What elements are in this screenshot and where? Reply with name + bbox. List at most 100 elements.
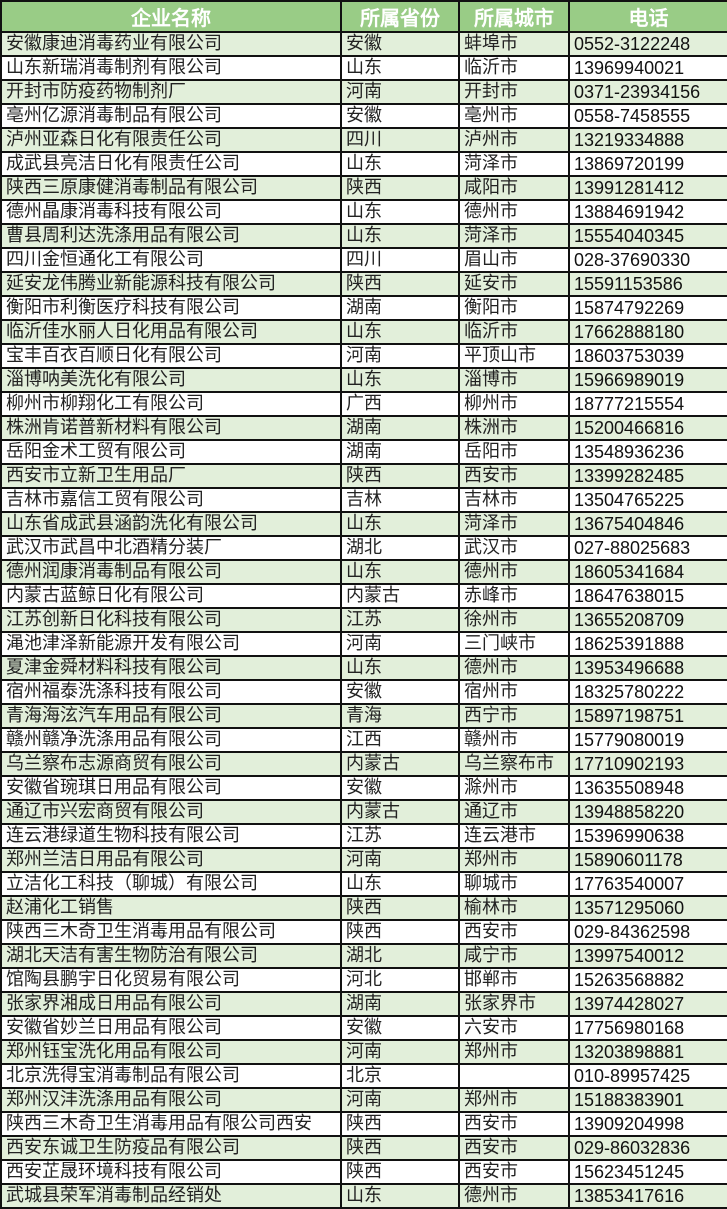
table-row: 株洲肯诺普新材料有限公司 湖南 株洲市 15200466816 <box>0 415 727 441</box>
phone-cell: 15966989019 <box>568 367 727 393</box>
province-cell: 山东 <box>340 655 460 681</box>
city-cell: 开封市 <box>458 79 570 105</box>
company-name-cell: 湖北天洁有害生物防治有限公司 <box>0 943 342 969</box>
phone-cell: 0558-7458555 <box>568 103 727 129</box>
phone-cell: 13909204998 <box>568 1111 727 1137</box>
table-row: 临沂佳水丽人日化用品有限公司 山东 临沂市 17662888180 <box>0 319 727 345</box>
phone-cell: 15623451245 <box>568 1159 727 1185</box>
province-cell: 内蒙古 <box>340 799 460 825</box>
province-cell: 北京 <box>340 1063 460 1089</box>
city-cell: 柳州市 <box>458 391 570 417</box>
table-row: 郑州钰宝洗化用品有限公司 河南 郑州市 13203898881 <box>0 1039 727 1065</box>
phone-cell: 15263568882 <box>568 967 727 993</box>
company-name-cell: 宝丰百衣百顺日化有限公司 <box>0 343 342 369</box>
company-name-cell: 山东省成武县涵韵洗化有限公司 <box>0 511 342 537</box>
city-cell: 郑州市 <box>458 847 570 873</box>
table-row: 开封市防疫药物制剂厂 河南 开封市 0371-23934156 <box>0 79 727 105</box>
company-name-cell: 柳州市柳翔化工有限公司 <box>0 391 342 417</box>
phone-cell: 13675404846 <box>568 511 727 537</box>
company-name-cell: 西安芷晟环境科技有限公司 <box>0 1159 342 1185</box>
company-name-cell: 山东新瑞消毒制剂有限公司 <box>0 55 342 81</box>
table-row: 赣州赣净洗涤用品有限公司 江西 赣州市 15779080019 <box>0 727 727 753</box>
company-name-cell: 宿州福泰洗涤科技有限公司 <box>0 679 342 705</box>
city-cell: 连云港市 <box>458 823 570 849</box>
table-row: 淄博呐美洗化有限公司 山东 淄博市 15966989019 <box>0 367 727 393</box>
company-name-cell: 延安龙伟腾业新能源科技有限公司 <box>0 271 342 297</box>
city-cell: 岳阳市 <box>458 439 570 465</box>
phone-cell: 18605341684 <box>568 559 727 585</box>
table-row: 西安市立新卫生用品厂 陕西 西安市 13399282485 <box>0 463 727 489</box>
header-province: 所属省份 <box>340 0 460 33</box>
city-cell: 武汉市 <box>458 535 570 561</box>
table-row: 安徽省妙兰日用品有限公司 安徽 六安市 17756980168 <box>0 1015 727 1041</box>
table-row: 岳阳金术工贸有限公司 湖南 岳阳市 13548936236 <box>0 439 727 465</box>
header-company-name: 企业名称 <box>0 0 342 33</box>
company-name-cell: 安徽省妙兰日用品有限公司 <box>0 1015 342 1041</box>
province-cell: 青海 <box>340 703 460 729</box>
company-name-cell: 渑池津泽新能源开发有限公司 <box>0 631 342 657</box>
province-cell: 江苏 <box>340 823 460 849</box>
phone-cell: 15554040345 <box>568 223 727 249</box>
city-cell: 延安市 <box>458 271 570 297</box>
phone-cell: 18777215554 <box>568 391 727 417</box>
table-row: 夏津金舜材料科技有限公司 山东 德州市 13953496688 <box>0 655 727 681</box>
province-cell: 河南 <box>340 343 460 369</box>
city-cell: 六安市 <box>458 1015 570 1041</box>
phone-cell: 15200466816 <box>568 415 727 441</box>
city-cell: 乌兰察布市 <box>458 751 570 777</box>
company-name-cell: 成武县亮洁日化有限责任公司 <box>0 151 342 177</box>
province-cell: 陕西 <box>340 895 460 921</box>
company-name-cell: 内蒙古蓝鲸日化有限公司 <box>0 583 342 609</box>
table-row: 陕西三木奇卫生消毒用品有限公司 陕西 西安市 029-84362598 <box>0 919 727 945</box>
phone-cell: 0371-23934156 <box>568 79 727 105</box>
company-name-cell: 陕西三木奇卫生消毒用品有限公司西安 <box>0 1111 342 1137</box>
table-row: 宝丰百衣百顺日化有限公司 河南 平顶山市 18603753039 <box>0 343 727 369</box>
company-name-cell: 临沂佳水丽人日化用品有限公司 <box>0 319 342 345</box>
table-row: 宿州福泰洗涤科技有限公司 安徽 宿州市 18325780222 <box>0 679 727 705</box>
province-cell: 湖南 <box>340 295 460 321</box>
phone-cell: 17756980168 <box>568 1015 727 1041</box>
city-cell: 聊城市 <box>458 871 570 897</box>
city-cell: 郑州市 <box>458 1039 570 1065</box>
province-cell: 安徽 <box>340 679 460 705</box>
province-cell: 内蒙古 <box>340 583 460 609</box>
company-name-cell: 武汉市武昌中北酒精分装厂 <box>0 535 342 561</box>
table-row: 张家界湘成日用品有限公司 湖南 张家界市 13974428027 <box>0 991 727 1017</box>
phone-cell: 17710902193 <box>568 751 727 777</box>
table-row: 安徽康迪消毒药业有限公司 安徽 蚌埠市 0552-3122248 <box>0 31 727 57</box>
company-name-cell: 德州晶康消毒科技有限公司 <box>0 199 342 225</box>
city-cell: 德州市 <box>458 655 570 681</box>
province-cell: 广西 <box>340 391 460 417</box>
phone-cell: 13548936236 <box>568 439 727 465</box>
company-name-cell: 夏津金舜材料科技有限公司 <box>0 655 342 681</box>
city-cell: 咸宁市 <box>458 943 570 969</box>
phone-cell: 15779080019 <box>568 727 727 753</box>
table-row: 德州润康消毒制品有限公司 山东 德州市 18605341684 <box>0 559 727 585</box>
province-cell: 四川 <box>340 127 460 153</box>
header-city: 所属城市 <box>458 0 570 33</box>
city-cell: 宿州市 <box>458 679 570 705</box>
company-name-cell: 乌兰察布志源商贸有限公司 <box>0 751 342 777</box>
city-cell: 蚌埠市 <box>458 31 570 57</box>
company-name-cell: 连云港绿道生物科技有限公司 <box>0 823 342 849</box>
table-row: 西安芷晟环境科技有限公司 陕西 西安市 15623451245 <box>0 1159 727 1185</box>
table-row: 青海海泫汽车用品有限公司 青海 西宁市 15897198751 <box>0 703 727 729</box>
table-row: 德州晶康消毒科技有限公司 山东 德州市 13884691942 <box>0 199 727 225</box>
company-name-cell: 北京洗得宝消毒制品有限公司 <box>0 1063 342 1089</box>
province-cell: 山东 <box>340 199 460 225</box>
phone-cell: 029-86032836 <box>568 1135 727 1161</box>
phone-cell: 15874792269 <box>568 295 727 321</box>
city-cell: 西宁市 <box>458 703 570 729</box>
province-cell: 山东 <box>340 559 460 585</box>
city-cell: 德州市 <box>458 199 570 225</box>
company-name-cell: 开封市防疫药物制剂厂 <box>0 79 342 105</box>
province-cell: 河北 <box>340 967 460 993</box>
phone-cell: 17662888180 <box>568 319 727 345</box>
table-row: 乌兰察布志源商贸有限公司 内蒙古 乌兰察布市 17710902193 <box>0 751 727 777</box>
phone-cell: 13399282485 <box>568 463 727 489</box>
company-name-cell: 德州润康消毒制品有限公司 <box>0 559 342 585</box>
city-cell: 郑州市 <box>458 1087 570 1113</box>
table-row: 内蒙古蓝鲸日化有限公司 内蒙古 赤峰市 18647638015 <box>0 583 727 609</box>
province-cell: 山东 <box>340 367 460 393</box>
